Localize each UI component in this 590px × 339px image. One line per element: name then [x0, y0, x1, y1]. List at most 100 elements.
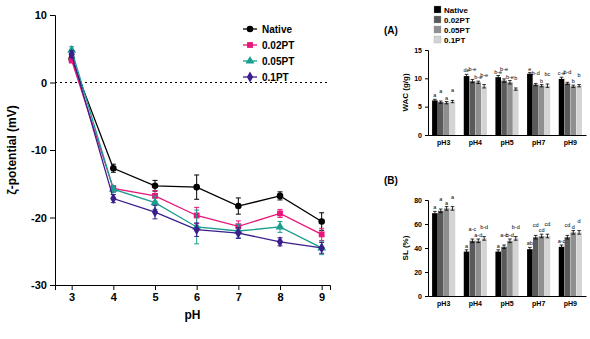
error-bar — [540, 85, 544, 87]
marker — [151, 198, 160, 206]
legend-label: Native — [444, 6, 469, 15]
axis-line — [429, 135, 587, 136]
axis: 051015 — [414, 47, 428, 139]
tick: 10 — [35, 9, 55, 21]
bar — [576, 232, 582, 296]
error-bar — [514, 237, 518, 241]
tick-mark — [113, 285, 114, 290]
bar — [495, 77, 501, 135]
legend-marker — [247, 72, 253, 83]
tick-label: 10 — [35, 9, 47, 21]
tick-label: 0 — [41, 77, 47, 89]
annotation: cd — [545, 221, 551, 227]
axis-line — [56, 286, 331, 291]
bar — [527, 249, 533, 296]
chart: pH3pH4pH5pH7pH9020406080SL (%)(B)aaaaba-… — [384, 175, 587, 308]
axis-line — [50, 16, 56, 286]
tick: 0 — [418, 293, 428, 300]
panel-title: (A) — [384, 25, 398, 36]
axis: 0 20 40 60 80 — [414, 197, 428, 300]
series-line — [72, 50, 322, 248]
marker — [277, 211, 283, 217]
axis: pH3pH4pH5pH7pH9 — [429, 296, 587, 308]
tick-mark — [50, 150, 55, 151]
annotation: b-e — [506, 74, 514, 80]
tick-mark — [425, 135, 428, 136]
annotation: cd — [564, 222, 570, 228]
bar — [450, 208, 456, 296]
bar — [565, 237, 571, 296]
marker — [194, 224, 200, 235]
chart: pH3pH4pH5pH7pH9051015WAC (g/g)(A)adeb-ee… — [384, 6, 587, 147]
panel-title: (B) — [384, 175, 398, 186]
legend-item: 0.05PT — [434, 26, 470, 35]
tick: 8 — [277, 285, 283, 303]
tick: 20 — [414, 269, 428, 276]
error-bar — [236, 198, 241, 214]
reference-line — [55, 82, 330, 83]
bar — [545, 236, 551, 296]
legend-swatch — [434, 16, 441, 23]
tick: 5 — [152, 285, 158, 303]
bar — [570, 86, 576, 135]
marker — [235, 228, 241, 239]
tick-label: 5 — [418, 103, 422, 110]
bar — [576, 86, 582, 135]
tick-label: 0 — [418, 293, 422, 300]
annotation: b — [514, 75, 517, 81]
error-bar — [560, 77, 564, 80]
tick: 60 — [414, 221, 428, 228]
legend-marker — [247, 42, 253, 48]
marker — [318, 218, 325, 225]
marker — [235, 203, 242, 210]
legend-item: Native — [243, 24, 292, 35]
annotation: a — [439, 88, 443, 94]
tick-mark — [425, 78, 428, 79]
bar — [481, 238, 487, 296]
tick-mark — [425, 107, 428, 108]
legend-label: 0.1PT — [444, 36, 465, 45]
legend: Native0.02PT0.05PT0.1PT — [243, 24, 294, 83]
tick: -10 — [31, 144, 55, 156]
marker — [277, 193, 284, 200]
error-bar — [194, 223, 199, 237]
marker — [193, 184, 200, 191]
tick-label: pH4 — [469, 139, 482, 147]
tick-mark — [425, 272, 428, 273]
axis: 3456789 — [56, 285, 331, 303]
tick: 7 — [236, 285, 242, 303]
tick: 4 — [111, 285, 118, 303]
error-bar — [194, 175, 199, 199]
error-bar — [319, 241, 324, 255]
tick-label: 60 — [414, 221, 422, 228]
error-bar — [153, 205, 158, 219]
bar — [513, 89, 519, 135]
tick: 40 — [414, 245, 428, 252]
tick-mark — [425, 224, 428, 225]
tick-label: 0 — [418, 132, 422, 139]
legend-label: 0.1PT — [262, 72, 289, 83]
tick-mark — [197, 285, 198, 290]
bar — [470, 241, 476, 296]
axis-line — [425, 51, 429, 136]
error-bar — [451, 100, 455, 102]
marker — [69, 49, 75, 60]
series-line — [72, 54, 322, 248]
error-bar — [502, 245, 506, 249]
tick-mark — [155, 285, 156, 290]
tick: pH3 — [437, 296, 450, 308]
bar — [545, 86, 551, 135]
bar — [464, 76, 470, 135]
tick: pH9 — [564, 135, 577, 147]
error-bar — [540, 234, 544, 238]
tick: 80 — [414, 197, 428, 204]
tick-label: pH7 — [532, 139, 545, 147]
error-bar — [508, 81, 512, 84]
annotation: a — [433, 204, 437, 210]
tick: -20 — [31, 212, 55, 224]
bar — [438, 102, 444, 135]
annotation: d — [578, 218, 581, 224]
tick-label: 80 — [414, 197, 422, 204]
y-axis-title: ζ-potential (mV) — [5, 105, 19, 195]
legend-label: 0.02PT — [444, 16, 470, 25]
